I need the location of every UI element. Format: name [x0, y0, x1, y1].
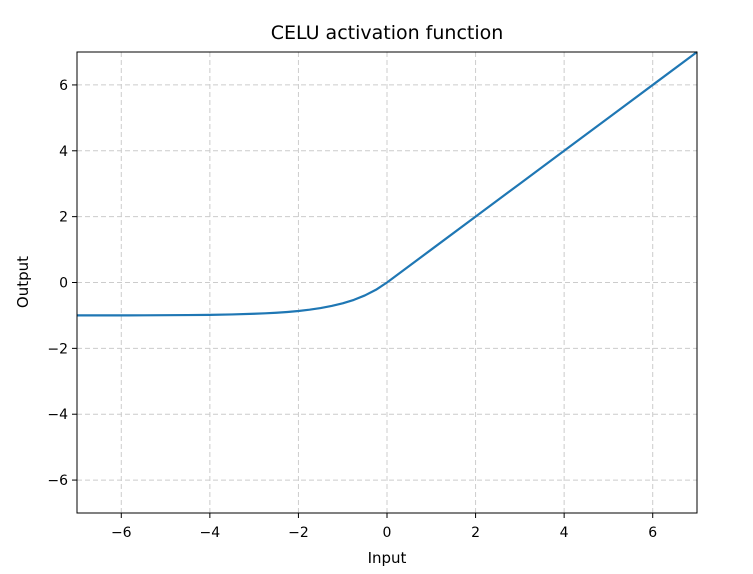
y-tick-label: 0 — [59, 276, 68, 292]
plot-area — [76, 51, 698, 317]
y-tick-label: −4 — [47, 407, 68, 423]
x-tick-label: 4 — [560, 525, 569, 541]
y-tick-label: −2 — [47, 341, 68, 357]
chart-title: CELU activation function — [271, 22, 504, 44]
x-tick-label: 6 — [648, 525, 657, 541]
y-tick-label: 4 — [59, 144, 68, 160]
x-tick-label: −2 — [288, 525, 309, 541]
x-tick-label: −6 — [111, 525, 132, 541]
x-axis-label: Input — [368, 549, 407, 567]
x-tick-label: 0 — [383, 525, 392, 541]
y-tick-label: 6 — [59, 78, 68, 94]
celu-series-line — [76, 51, 698, 317]
y-tick-label: 2 — [59, 210, 68, 226]
axis-ticks: −6 −4 −2 0 2 4 6 −6 −4 −2 0 2 4 6 — [47, 78, 657, 541]
x-tick-label: 2 — [471, 525, 480, 541]
grid-lines — [77, 52, 697, 513]
y-axis-label: Output — [14, 256, 32, 308]
x-tick-label: −4 — [200, 525, 221, 541]
y-tick-label: −6 — [47, 473, 68, 489]
